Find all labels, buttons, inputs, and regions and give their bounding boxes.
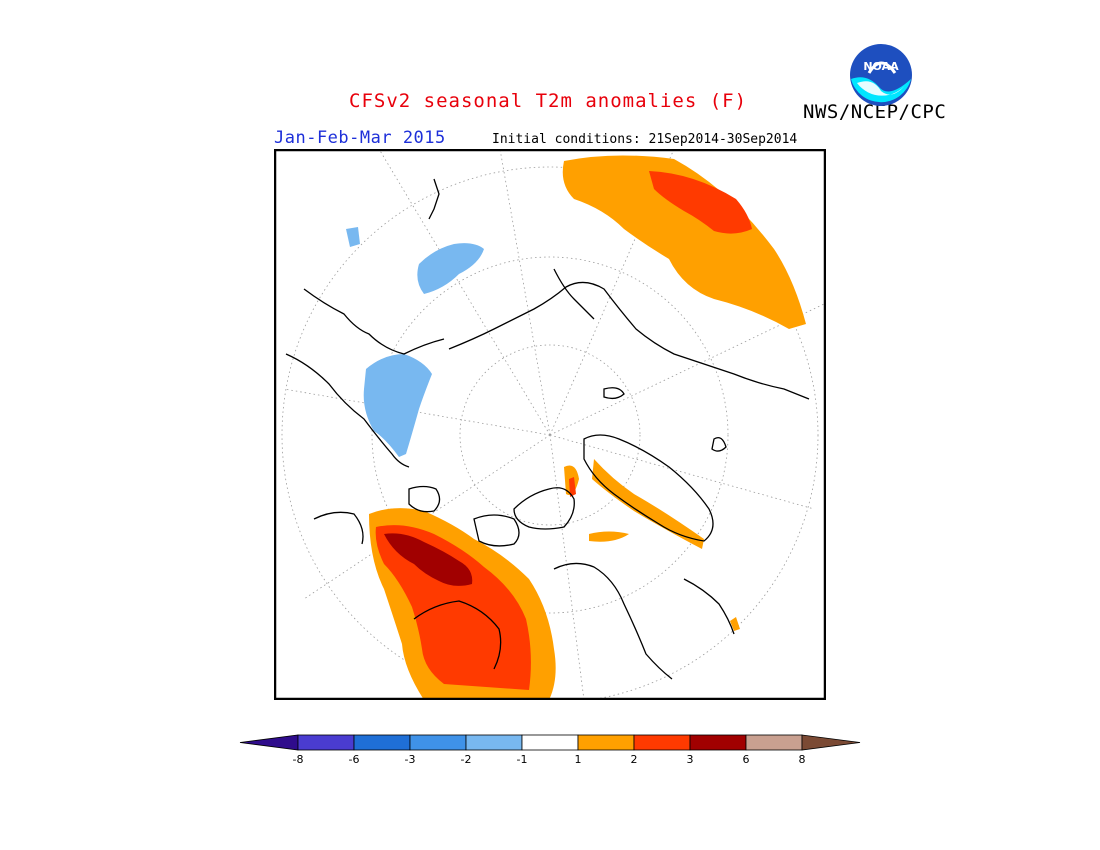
organization-label: NWS/NCEP/CPC [803, 101, 947, 123]
map-title: CFSv2 seasonal T2m anomalies (F) [349, 90, 748, 112]
colorbar-segment [577, 734, 635, 751]
colorbar-tick-label: 6 [743, 753, 750, 766]
initial-conditions-label: Initial conditions: 21Sep2014-30Sep2014 [492, 132, 798, 147]
coastlines [285, 178, 810, 680]
colorbar-segment [745, 734, 803, 751]
graticule [281, 150, 825, 699]
colorbar-segment [521, 734, 579, 751]
colorbar-tick-label: -6 [349, 753, 360, 766]
anomaly-region-nw-blue [346, 227, 484, 457]
colorbar-legend: -8 -6 -3 -2 -1 1 2 3 6 8 [239, 734, 861, 766]
colorbar-tick-label: 3 [687, 753, 694, 766]
colorbar-segment [409, 734, 467, 751]
colorbar-tick-label: 1 [575, 753, 582, 766]
colorbar-segment [633, 734, 691, 751]
colorbar-segment [239, 734, 299, 751]
colorbar-segment [465, 734, 523, 751]
colorbar-tick-label: 2 [631, 753, 638, 766]
colorbar-tick-label: -1 [517, 753, 528, 766]
colorbar-tick-label: -3 [405, 753, 416, 766]
season-label: Jan-Feb-Mar 2015 [274, 128, 446, 148]
noaa-logo-icon: NOAA [850, 44, 912, 106]
anomaly-region-ne-orange [562, 155, 806, 329]
logo-text: NOAA [863, 60, 899, 73]
map-frame [274, 149, 826, 700]
colorbar-segment [801, 734, 861, 751]
anomaly-patches-small [564, 459, 740, 631]
anomaly-region-sw-darkred [384, 533, 473, 586]
colorbar-tick-label: -2 [461, 753, 472, 766]
anomaly-region-ne-red [649, 171, 752, 234]
colorbar-tick-label: -8 [293, 753, 304, 766]
anomaly-region-sw-red [375, 525, 531, 690]
polar-anomaly-map [274, 149, 826, 700]
colorbar-segment [689, 734, 747, 751]
colorbar-tick-label: 8 [799, 753, 806, 766]
colorbar-segment [297, 734, 355, 751]
colorbar-segment [353, 734, 411, 751]
